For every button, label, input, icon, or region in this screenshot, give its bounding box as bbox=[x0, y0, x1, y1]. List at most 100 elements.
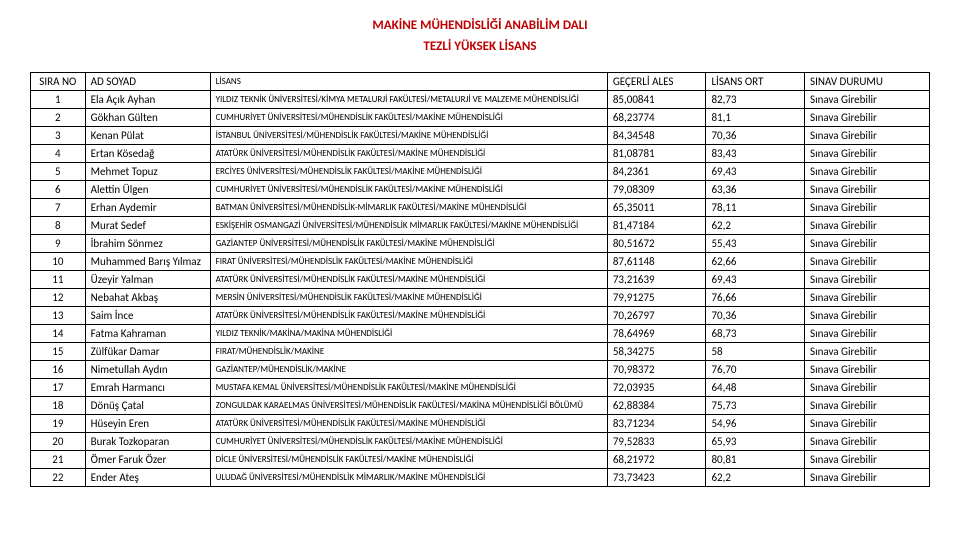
table-cell: 4 bbox=[31, 145, 86, 163]
table-cell: 55,43 bbox=[706, 235, 805, 253]
table-cell: 8 bbox=[31, 217, 86, 235]
table-cell: ZONGULDAK KARAELMAS ÜNİVERSİTESİ/MÜHENDİ… bbox=[210, 397, 607, 415]
table-cell: ESKİŞEHİR OSMANGAZİ ÜNİVERSİTESİ/MÜHENDİ… bbox=[210, 217, 607, 235]
table-cell: MERSİN ÜNİVERSİTESİ/MÜHENDİSLİK FAKÜLTES… bbox=[210, 289, 607, 307]
table-cell: ULUDAĞ ÜNİVERSİTESİ/MÜHENDİSLİK MİMARLIK… bbox=[210, 469, 607, 487]
table-cell: Kenan Pülat bbox=[85, 127, 210, 145]
table-row: 3Kenan PülatİSTANBUL ÜNİVERSİTESİ/MÜHEND… bbox=[31, 127, 930, 145]
col-durum: SINAV DURUMU bbox=[805, 73, 930, 91]
table-cell: BATMAN ÜNİVERSİTESİ/MÜHENDİSLİK-MİMARLIK… bbox=[210, 199, 607, 217]
col-ales: GEÇERLİ ALES bbox=[607, 73, 706, 91]
table-cell: 79,08309 bbox=[607, 181, 706, 199]
table-cell: 85,00841 bbox=[607, 91, 706, 109]
table-cell: ATATÜRK ÜNİVERSİTESİ/MÜHENDİSLİK FAKÜLTE… bbox=[210, 145, 607, 163]
table-cell: Sınava Girebilir bbox=[805, 469, 930, 487]
table-cell: GAZİANTEP/MÜHENDİSLİK/MAKİNE bbox=[210, 361, 607, 379]
table-cell: 70,26797 bbox=[607, 307, 706, 325]
table-cell: 83,71234 bbox=[607, 415, 706, 433]
table-cell: Sınava Girebilir bbox=[805, 289, 930, 307]
table-cell: Murat Sedef bbox=[85, 217, 210, 235]
table-cell: 9 bbox=[31, 235, 86, 253]
table-cell: Mehmet Topuz bbox=[85, 163, 210, 181]
table-cell: 68,73 bbox=[706, 325, 805, 343]
table-cell: Nebahat Akbaş bbox=[85, 289, 210, 307]
table-cell: 69,43 bbox=[706, 163, 805, 181]
table-cell: 81,1 bbox=[706, 109, 805, 127]
table-cell: Emrah Harmancı bbox=[85, 379, 210, 397]
table-row: 13Saim İnceATATÜRK ÜNİVERSİTESİ/MÜHENDİS… bbox=[31, 307, 930, 325]
table-cell: Erhan Aydemir bbox=[85, 199, 210, 217]
table-row: 2Gökhan GültenCUMHURİYET ÜNİVERSİTESİ/MÜ… bbox=[31, 109, 930, 127]
table-cell: Ömer Faruk Özer bbox=[85, 451, 210, 469]
table-cell: Sınava Girebilir bbox=[805, 451, 930, 469]
table-cell: 76,70 bbox=[706, 361, 805, 379]
table-cell: CUMHURİYET ÜNİVERSİTESİ/MÜHENDİSLİK FAKÜ… bbox=[210, 109, 607, 127]
table-cell: YILDIZ TEKNİK/MAKİNA/MAKİNA MÜHENDİSLİĞİ bbox=[210, 325, 607, 343]
table-cell: ATATÜRK ÜNİVERSİTESİ/MÜHENDİSLİK FAKÜLTE… bbox=[210, 415, 607, 433]
table-cell: Ela Açık Ayhan bbox=[85, 91, 210, 109]
table-cell: 70,36 bbox=[706, 307, 805, 325]
table-cell: 19 bbox=[31, 415, 86, 433]
table-cell: ERCİYES ÜNİVERSİTESİ/MÜHENDİSLİK FAKÜLTE… bbox=[210, 163, 607, 181]
table-cell: 68,21972 bbox=[607, 451, 706, 469]
col-sira-no: SIRA NO bbox=[31, 73, 86, 91]
table-cell: 81,47184 bbox=[607, 217, 706, 235]
table-row: 8Murat SedefESKİŞEHİR OSMANGAZİ ÜNİVERSİ… bbox=[31, 217, 930, 235]
table-cell: Sınava Girebilir bbox=[805, 271, 930, 289]
table-cell: İbrahim Sönmez bbox=[85, 235, 210, 253]
table-cell: Dönüş Çatal bbox=[85, 397, 210, 415]
table-cell: Nimetullah Aydın bbox=[85, 361, 210, 379]
table-cell: 63,36 bbox=[706, 181, 805, 199]
table-cell: MUSTAFA KEMAL ÜNİVERSİTESİ/MÜHENDİSLİK F… bbox=[210, 379, 607, 397]
table-cell: 65,93 bbox=[706, 433, 805, 451]
table-cell: Sınava Girebilir bbox=[805, 361, 930, 379]
table-cell: 10 bbox=[31, 253, 86, 271]
table-cell: Sınava Girebilir bbox=[805, 379, 930, 397]
table-cell: Zülfükar Damar bbox=[85, 343, 210, 361]
table-cell: İSTANBUL ÜNİVERSİTESİ/MÜHENDİSLİK FAKÜLT… bbox=[210, 127, 607, 145]
table-row: 17Emrah HarmancıMUSTAFA KEMAL ÜNİVERSİTE… bbox=[31, 379, 930, 397]
table-cell: Ender Ateş bbox=[85, 469, 210, 487]
table-cell: 20 bbox=[31, 433, 86, 451]
table-cell: YILDIZ TEKNİK ÜNİVERSİTESİ/KİMYA METALUR… bbox=[210, 91, 607, 109]
table-cell: Sınava Girebilir bbox=[805, 307, 930, 325]
table-cell: Sınava Girebilir bbox=[805, 127, 930, 145]
table-row: 18Dönüş ÇatalZONGULDAK KARAELMAS ÜNİVERS… bbox=[31, 397, 930, 415]
table-cell: Sınava Girebilir bbox=[805, 415, 930, 433]
table-body: 1Ela Açık AyhanYILDIZ TEKNİK ÜNİVERSİTES… bbox=[31, 91, 930, 487]
table-cell: Sınava Girebilir bbox=[805, 145, 930, 163]
table-cell: Sınava Girebilir bbox=[805, 325, 930, 343]
table-cell: 17 bbox=[31, 379, 86, 397]
table-cell: FIRAT/MÜHENDİSLİK/MAKİNE bbox=[210, 343, 607, 361]
table-cell: 87,61148 bbox=[607, 253, 706, 271]
table-cell: 62,2 bbox=[706, 469, 805, 487]
table-cell: Ertan Kösedağ bbox=[85, 145, 210, 163]
table-cell: 6 bbox=[31, 181, 86, 199]
table-cell: ATATÜRK ÜNİVERSİTESİ/MÜHENDİSLİK FAKÜLTE… bbox=[210, 307, 607, 325]
table-header-row: SIRA NO AD SOYAD LİSANS GEÇERLİ ALES LİS… bbox=[31, 73, 930, 91]
table-cell: 73,73423 bbox=[607, 469, 706, 487]
table-cell: 80,51672 bbox=[607, 235, 706, 253]
col-lisans: LİSANS bbox=[210, 73, 607, 91]
table-cell: Sınava Girebilir bbox=[805, 217, 930, 235]
table-row: 11Üzeyir YalmanATATÜRK ÜNİVERSİTESİ/MÜHE… bbox=[31, 271, 930, 289]
table-row: 19Hüseyin ErenATATÜRK ÜNİVERSİTESİ/MÜHEN… bbox=[31, 415, 930, 433]
table-cell: 79,91275 bbox=[607, 289, 706, 307]
table-cell: Gökhan Gülten bbox=[85, 109, 210, 127]
table-cell: 12 bbox=[31, 289, 86, 307]
table-row: 12Nebahat AkbaşMERSİN ÜNİVERSİTESİ/MÜHEN… bbox=[31, 289, 930, 307]
page-subtitle: TEZLİ YÜKSEK LİSANS bbox=[30, 39, 930, 54]
table-cell: 1 bbox=[31, 91, 86, 109]
table-cell: 79,52833 bbox=[607, 433, 706, 451]
table-row: 9İbrahim SönmezGAZİANTEP ÜNİVERSİTESİ/MÜ… bbox=[31, 235, 930, 253]
table-cell: 81,08781 bbox=[607, 145, 706, 163]
table-cell: 84,2361 bbox=[607, 163, 706, 181]
col-ad-soyad: AD SOYAD bbox=[85, 73, 210, 91]
table-cell: Sınava Girebilir bbox=[805, 343, 930, 361]
table-cell: 22 bbox=[31, 469, 86, 487]
table-cell: 3 bbox=[31, 127, 86, 145]
table-row: 14Fatma KahramanYILDIZ TEKNİK/MAKİNA/MAK… bbox=[31, 325, 930, 343]
table-row: 22Ender AteşULUDAĞ ÜNİVERSİTESİ/MÜHENDİS… bbox=[31, 469, 930, 487]
table-cell: 64,48 bbox=[706, 379, 805, 397]
table-cell: CUMHURİYET ÜNİVERSİTESİ/MÜHENDİSLİK FAKÜ… bbox=[210, 433, 607, 451]
